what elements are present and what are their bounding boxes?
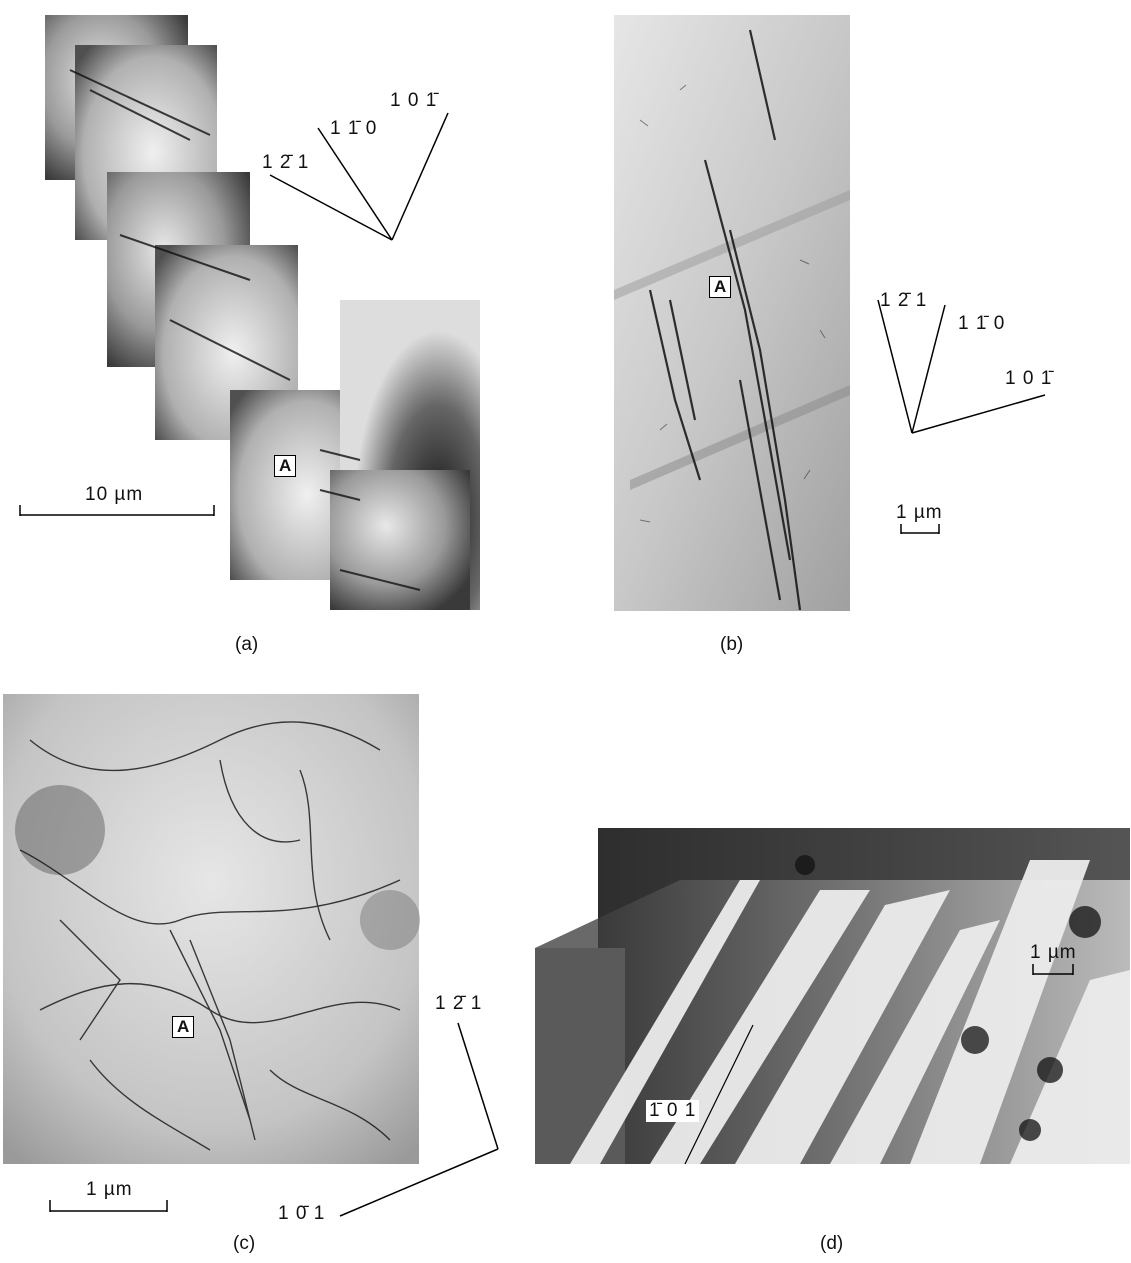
direction-label-101-d: 1̄ 0 1 (646, 1100, 700, 1122)
caption-b: (b) (720, 634, 744, 655)
direction-label-101-c: 1 0̄ 1 (278, 1203, 326, 1224)
direction-diagram-c (49, 1022, 499, 1217)
panel-c: A 1 2̄ 1 1 0̄ 1 1 µm (c) (0, 680, 530, 1263)
caption-c: (c) (233, 1233, 256, 1254)
panel-d: 1̄ 0 1 1 µm (d) (530, 680, 1131, 1263)
panel-a: A 1 2̄ 1 1 1̄ 0 1 0 1̄ 10 µm (a) (0, 0, 560, 660)
direction-label-110-a: 1 1̄ 0 (330, 118, 378, 139)
direction-diagram-a (19, 112, 449, 516)
marker-c: A (172, 1016, 195, 1038)
marker-b: A (709, 276, 732, 298)
direction-label-121-c: 1 2̄ 1 (435, 993, 483, 1014)
caption-a: (a) (235, 634, 259, 655)
micrograph-d (535, 828, 1130, 1165)
caption-d: (d) (820, 1233, 844, 1254)
micrograph-mosaic-a (45, 15, 480, 610)
direction-label-101-a: 1 0 1̄ (390, 90, 438, 111)
panel-b: A 1 2̄ 1 1 1̄ 0 1 0 1̄ 1 µm (b) (560, 0, 1131, 660)
scale-bar-label-b: 1 µm (896, 502, 943, 523)
direction-label-121-a: 1 2̄ 1 (262, 152, 310, 173)
scale-bar-label-a: 10 µm (85, 484, 144, 505)
direction-label-110-b: 1 1̄ 0 (958, 313, 1006, 334)
micrograph-b (614, 15, 850, 611)
direction-label-101-b: 1 0 1̄ (1005, 368, 1053, 389)
marker-a: A (274, 455, 297, 477)
micrograph-c (3, 694, 420, 1164)
direction-label-121-b: 1 2̄ 1 (880, 290, 928, 311)
scale-bar-label-d: 1 µm (1030, 942, 1077, 963)
direction-diagram-b (877, 299, 1046, 534)
scale-bar-label-c: 1 µm (86, 1179, 133, 1200)
